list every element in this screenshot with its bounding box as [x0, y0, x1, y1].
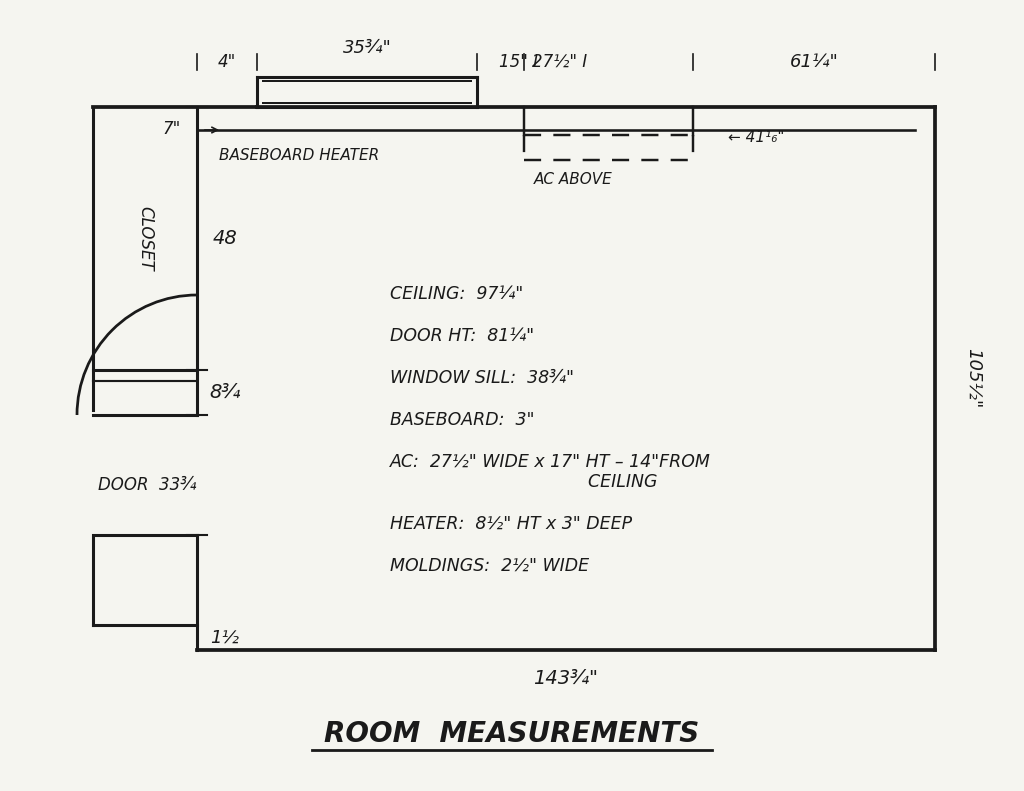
Text: BASEBOARD HEATER: BASEBOARD HEATER — [219, 148, 379, 163]
Text: 61¼": 61¼" — [790, 53, 839, 71]
Text: 35¾": 35¾" — [343, 39, 391, 57]
Text: CLOSET: CLOSET — [136, 206, 154, 271]
Text: 8¾: 8¾ — [209, 383, 241, 402]
Text: 7": 7" — [163, 120, 181, 138]
Text: MOLDINGS:  2½" WIDE: MOLDINGS: 2½" WIDE — [390, 557, 589, 575]
Text: 48: 48 — [213, 229, 238, 248]
Text: WINDOW SILL:  38¾": WINDOW SILL: 38¾" — [390, 369, 574, 387]
Text: 4": 4" — [218, 53, 237, 71]
Text: CEILING:  97¼": CEILING: 97¼" — [390, 285, 523, 303]
Text: 105½": 105½" — [964, 348, 982, 409]
Text: 1½: 1½ — [211, 629, 240, 646]
Text: AC ABOVE: AC ABOVE — [534, 172, 612, 187]
Text: DOOR  33¾: DOOR 33¾ — [98, 476, 197, 494]
Text: 143¾": 143¾" — [534, 668, 598, 687]
Text: HEATER:  8½" HT x 3" DEEP: HEATER: 8½" HT x 3" DEEP — [390, 515, 632, 533]
Text: ← 41¹₆": ← 41¹₆" — [728, 131, 784, 146]
Text: 15" I: 15" I — [499, 53, 538, 71]
Text: CEILING: CEILING — [390, 473, 657, 491]
Text: 27½" I: 27½" I — [532, 53, 587, 71]
Text: ROOM  MEASUREMENTS: ROOM MEASUREMENTS — [325, 720, 699, 748]
Text: DOOR HT:  81¼": DOOR HT: 81¼" — [390, 327, 535, 345]
Text: AC:  27½" WIDE x 17" HT – 14"FROM: AC: 27½" WIDE x 17" HT – 14"FROM — [390, 453, 711, 471]
Text: BASEBOARD:  3": BASEBOARD: 3" — [390, 411, 535, 429]
